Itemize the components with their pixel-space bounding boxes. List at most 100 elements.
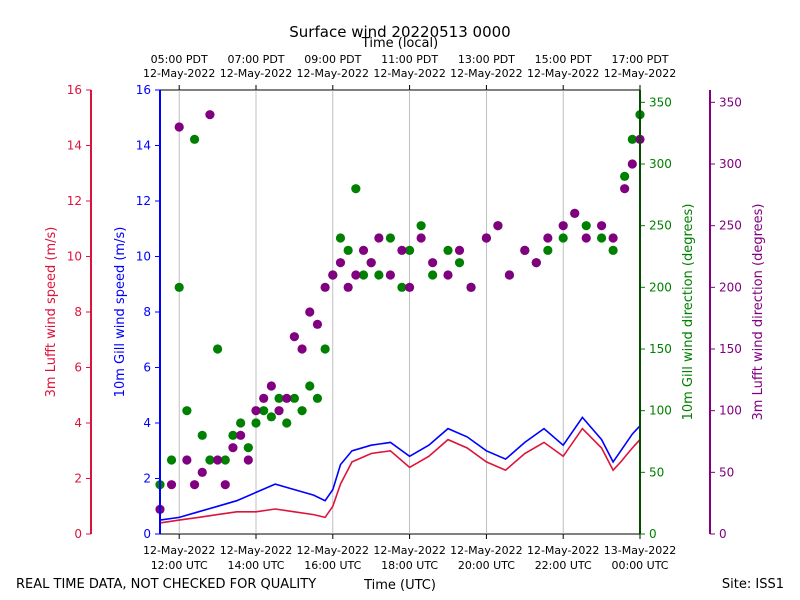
lufft_dir-point: [597, 221, 607, 231]
lufft_dir-point: [243, 455, 253, 465]
gill_dir-point: [289, 393, 299, 403]
lufft_dir-point: [520, 245, 530, 255]
gill_dir-tick-label-1: 50: [649, 465, 664, 479]
gill_dir-point: [320, 344, 330, 354]
gill_speed-tick-label-0: 0: [143, 527, 151, 541]
gill_dir-point: [274, 393, 284, 403]
lufft_dir-point: [335, 258, 346, 268]
lufft_dir-tick-label-6: 300: [719, 157, 742, 171]
lufft_dir-point: [305, 307, 315, 317]
gill-speed-axis-label: 10m Gill wind speed (m/s): [113, 227, 128, 398]
lufft_dir-point: [405, 282, 415, 292]
top-tick-label-date-5: 12-May-2022: [527, 67, 599, 80]
series-lufft_dir: [155, 110, 645, 514]
gill-dir-axis-label: 10m Gill wind direction (degrees): [681, 204, 696, 421]
lufft_dir-point: [189, 480, 200, 490]
lufft_dir-point: [397, 245, 407, 255]
gill_dir-point: [251, 418, 261, 428]
gill_dir-point: [282, 418, 292, 428]
top-tick-label-time-2: 09:00 PDT: [304, 53, 361, 66]
lufft_dir-point: [266, 381, 276, 391]
gill_dir-point: [266, 412, 276, 422]
gill_dir-point: [608, 245, 618, 255]
gill_dir-tick-label-4: 200: [649, 280, 672, 294]
x-axis-label: Time (UTC): [363, 578, 436, 593]
gill_dir-point: [443, 245, 453, 255]
gill_dir-point: [312, 393, 323, 403]
gill_speed-tick-label-7: 14: [136, 139, 151, 153]
lufft_dir-point: [443, 270, 453, 280]
top-tick-label-time-0: 05:00 PDT: [151, 53, 208, 66]
gill_dir-point: [558, 233, 568, 243]
gill_speed-tick-label-5: 10: [136, 250, 151, 264]
lufft_speed-tick-label-0: 0: [74, 527, 82, 541]
gill_dir-point: [343, 245, 353, 255]
lufft_dir-point: [236, 430, 246, 440]
top-tick-label-time-6: 17:00 PDT: [611, 53, 668, 66]
gill_dir-tick-label-2: 100: [649, 404, 672, 418]
gill_dir-point: [374, 270, 384, 280]
gill_dir-point: [243, 443, 253, 453]
gill_dir-point: [543, 245, 553, 255]
lufft_dir-point: [570, 208, 580, 218]
lufft_dir-point: [366, 258, 376, 268]
axes-layer: 12-May-2022 12:00 UTC 12-May-2022 14:00 UTC…: [67, 53, 742, 572]
gill_dir-point: [416, 221, 426, 231]
lufft_dir-point: [289, 332, 299, 342]
gill_dir-point: [297, 406, 307, 416]
series-lufft_speed: [159, 427, 641, 524]
top-tick-label-time-4: 13:00 PDT: [458, 53, 515, 66]
top-tick-label-date-3: 12-May-2022: [373, 67, 445, 80]
gill_dir-point: [620, 171, 630, 181]
bottom-tick-label-time-2: 16:00 UTC: [304, 559, 361, 572]
plot-area: [159, 89, 641, 535]
lufft_speed-tick-label-2: 4: [74, 416, 82, 430]
lufft_dir-point: [620, 184, 630, 194]
gill_dir-point: [405, 245, 415, 255]
bottom-tick-label-date-5: 12-May-2022: [527, 544, 599, 557]
gill_dir-point: [335, 233, 346, 243]
lufft_dir-point: [454, 245, 465, 255]
lufft_dir-point: [481, 233, 491, 243]
gill_speed-tick-label-6: 12: [136, 194, 151, 208]
bottom-tick-label-time-3: 18:00 UTC: [381, 559, 438, 572]
lufft_dir-tick-label-7: 350: [719, 95, 742, 109]
lufft_dir-point: [343, 282, 353, 292]
lufft_speed-tick-label-1: 2: [74, 472, 82, 486]
lufft_dir-point: [205, 110, 215, 120]
bottom-tick-label-time-6: 00:00 UTC: [611, 559, 668, 572]
gill_dir-point: [182, 406, 192, 416]
lufft_dir-tick-label-3: 150: [719, 342, 742, 356]
gill_dir-point: [428, 270, 438, 280]
gill_dir-tick-label-7: 350: [649, 95, 672, 109]
lufft_speed-tick-label-3: 6: [74, 361, 82, 375]
lufft_dir-point: [493, 221, 503, 231]
gill_dir-tick-label-3: 150: [649, 342, 672, 356]
bottom-tick-label-date-3: 12-May-2022: [373, 544, 445, 557]
gill_dir-point: [197, 430, 207, 440]
top-tick-label-date-4: 12-May-2022: [450, 67, 522, 80]
series-gill_speed: [159, 416, 641, 521]
lufft_speed-line: [159, 427, 641, 524]
lufft_dir-tick-label-0: 0: [719, 527, 727, 541]
top-axis-label: Time (local): [361, 36, 438, 51]
quality-note: REAL TIME DATA, NOT CHECKED FOR QUALITY: [16, 577, 316, 592]
lufft_dir-point: [297, 344, 307, 354]
gill_dir-tick-label-0: 0: [649, 527, 657, 541]
gill_dir-point: [213, 344, 223, 354]
lufft_dir-point: [282, 393, 292, 403]
site-label: Site: ISS1: [722, 577, 784, 592]
gill_dir-point: [236, 418, 246, 428]
lufft_dir-point: [581, 233, 591, 243]
lufft-dir-axis-label: 3m Lufft wind direction (degrees): [751, 204, 766, 421]
lufft_dir-point: [531, 258, 541, 268]
lufft_speed-tick-label-5: 10: [67, 250, 82, 264]
lufft_dir-tick-label-4: 200: [719, 280, 742, 294]
gill_dir-point: [581, 221, 591, 231]
top-tick-label-date-0: 12-May-2022: [143, 67, 215, 80]
lufft_speed-tick-label-6: 12: [67, 194, 82, 208]
lufft_dir-tick-label-1: 50: [719, 465, 734, 479]
lufft_dir-point: [504, 270, 515, 280]
lufft_dir-point: [228, 443, 238, 453]
